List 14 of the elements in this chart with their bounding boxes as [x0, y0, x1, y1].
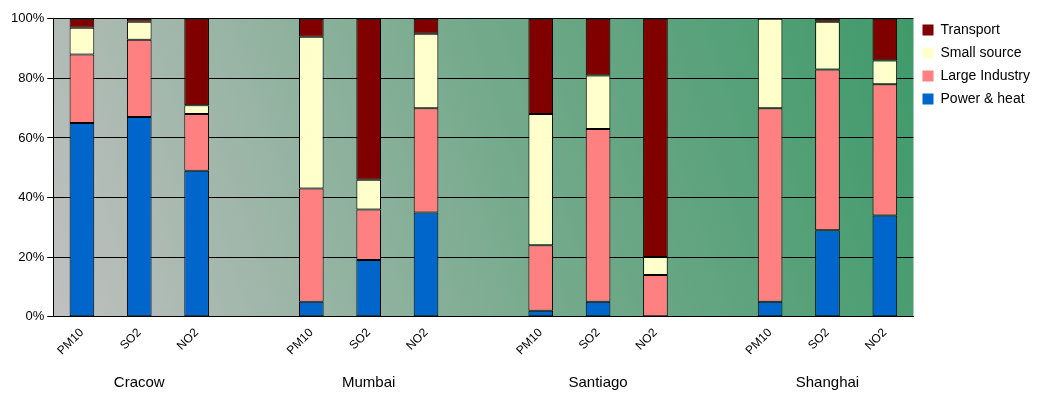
- legend-label: Small source: [940, 43, 1022, 60]
- y-tick-label: 0%: [25, 308, 45, 324]
- y-tick-label: 80%: [18, 69, 45, 85]
- text: Shanghai: [795, 373, 860, 390]
- y-tick-label: 100%: [11, 10, 45, 26]
- text: Cracow: [113, 373, 165, 390]
- y-tick-label: 60%: [18, 129, 45, 145]
- legend-label: Transport: [940, 20, 1000, 37]
- legend-label: Large Industry: [940, 66, 1030, 83]
- legend-label: Power & heat: [940, 89, 1025, 106]
- text: Mumbai: [342, 373, 396, 390]
- y-tick-label: 40%: [18, 189, 45, 205]
- text: Santiago: [568, 373, 628, 390]
- y-tick-label: 20%: [18, 248, 45, 264]
